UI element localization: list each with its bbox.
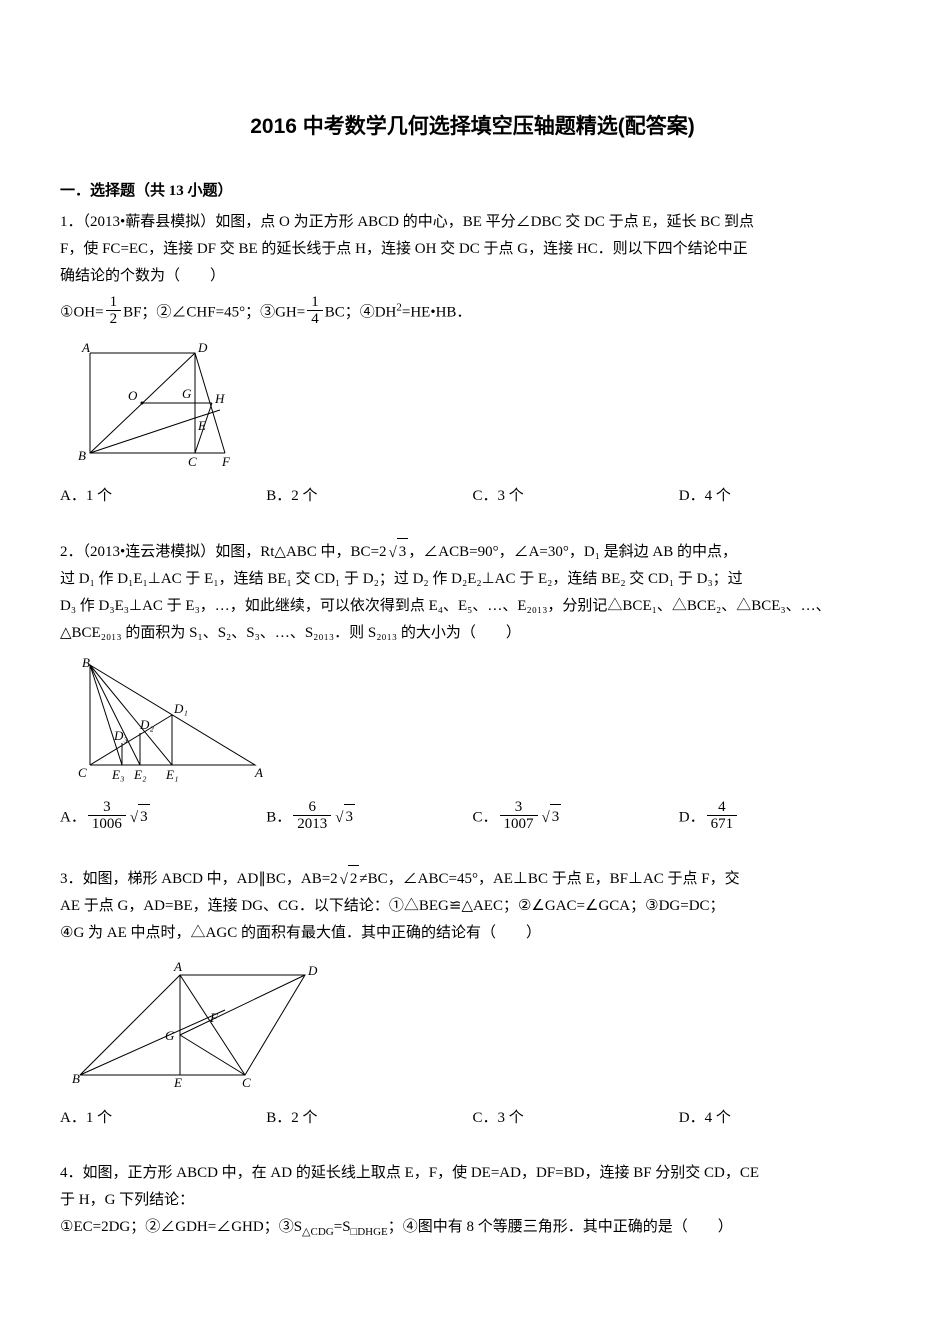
problem-1: 1．（2013•蕲春县模拟）如图，点 O 为正方形 ABCD 的中心，BE 平分… (60, 209, 885, 508)
q1-tail: =HE•HB． (402, 304, 472, 320)
q1-option-B: B．2 个 (266, 484, 472, 508)
q2-line4: △BCE₂₀₁₃ 的面积为 S₁、S₂、S₃、…、S₂₀₁₃．则 S₂₀₁₃ 的… (60, 625, 521, 641)
problem-4: 4．如图，正方形 ABCD 中，在 AD 的延长线上取点 E，F，使 DE=AD… (60, 1160, 885, 1243)
q4-line3tail: ；④图中有 8 个等腰三角形．其中正确的是（ ） (388, 1219, 733, 1235)
q3-fig-label-D: D (307, 963, 318, 978)
q3-fig-label-F: F (209, 1010, 219, 1025)
q3-neq: ≠BC (359, 871, 387, 887)
section-heading: 一．选择题（共 13 小题） (60, 179, 885, 203)
q2-option-B: B．620133 (266, 801, 472, 835)
q3-fig-label-C: C (242, 1075, 251, 1090)
q1-fig-label-G: G (182, 386, 192, 401)
q3-option-A: A．1 个 (60, 1106, 266, 1130)
q2-options: A．310063 B．620133 C．310073 D．4671 (60, 801, 885, 835)
q1-options: A．1 个 B．2 个 C．3 个 D．4 个 (60, 484, 885, 508)
q2-option-C: C．310073 (473, 801, 679, 835)
q3-fig-label-G: G (165, 1028, 175, 1043)
q4-line3a: ①EC=2DG；②∠GDH=∠GHD；③S (60, 1219, 302, 1235)
q2-line2: 过 D₁ 作 D₁E₁⊥AC 于 E₁，连结 BE₁ 交 CD₁ 于 D₂；过 … (60, 571, 743, 587)
q3-options: A．1 个 B．2 个 C．3 个 D．4 个 (60, 1106, 885, 1130)
q3-figure: A B C D E F G (70, 955, 885, 1098)
q2-fig-label-D2: D₂ (139, 717, 154, 732)
q2-fig-label-E2: E₂ (133, 767, 147, 782)
q2-option-D: D．4671 (679, 801, 885, 835)
q1-line3: 确结论的个数为（ ） (60, 268, 225, 284)
q2-fig-label-D1: D₁ (173, 701, 188, 716)
q2-fig-label-D3: D₃ (113, 728, 128, 743)
q1-figure: A D B C O G H E F (70, 338, 885, 476)
q1-suffix: BC；④DH (325, 304, 397, 320)
q3-option-B: B．2 个 (266, 1106, 472, 1130)
q2-figure: B C A D₁ D₂ D₃ E₁ E₂ E₃ (70, 655, 885, 793)
q3-line1a: 3．如图，梯形 ABCD 中，AD∥BC， (60, 871, 301, 887)
q1-option-C: C．3 个 (473, 484, 679, 508)
q4-sub1: △CDG (302, 1226, 334, 1238)
q4-sub2: □DHGE (351, 1226, 388, 1238)
fraction-1-2: 12 (106, 294, 122, 328)
q1-line2: F，使 FC=EC，连接 DF 交 BE 的延长线于点 H，连接 OH 交 DC… (60, 241, 748, 257)
q3-option-C: C．3 个 (473, 1106, 679, 1130)
q1-fig-label-E: E (197, 418, 206, 433)
q3-fig-label-A: A (173, 959, 182, 974)
q3-option-D: D．4 个 (679, 1106, 885, 1130)
q2-fig-label-C: C (78, 765, 87, 780)
q2-line1c: ，∠ACB=90°，∠A=30°，D₁ 是斜边 AB 的中点， (408, 544, 737, 560)
q1-fig-label-A: A (81, 340, 90, 355)
problem-3: 3．如图，梯形 ABCD 中，AD∥BC，AB=22≠BC，∠ABC=45°，A… (60, 865, 885, 1130)
q3-line2: AE 于点 G，AD=BE，连接 DG、CG．以下结论：①△BEG≌△AEC；②… (60, 898, 725, 914)
q1-option-A: A．1 个 (60, 484, 266, 508)
sqrt-3: 3 (387, 538, 409, 566)
q1-fig-label-O: O (128, 388, 138, 403)
q1-fig-label-C: C (188, 454, 197, 468)
q1-fig-label-F: F (221, 454, 231, 468)
q4-line1: 4．如图，正方形 ABCD 中，在 AD 的延长线上取点 E，F，使 DE=AD… (60, 1165, 759, 1181)
q1-statement-prefix: ①OH= (60, 304, 104, 320)
q2-line1a: 2．（2013•连云港模拟）如图，Rt△ABC 中，BC= (60, 544, 379, 560)
q2-fig-label-B: B (82, 655, 90, 670)
q1-option-D: D．4 个 (679, 484, 885, 508)
fraction-1-4: 14 (307, 294, 323, 328)
q4-line2: 于 H，G 下列结论： (60, 1192, 194, 1208)
q1-line1: 1．（2013•蕲春县模拟）如图，点 O 为正方形 ABCD 的中心，BE 平分… (60, 214, 754, 230)
q1-fig-label-B: B (78, 448, 86, 463)
q3-line3: ④G 为 AE 中点时，△AGC 的面积有最大值．其中正确的结论有（ ） (60, 925, 541, 941)
q2-fig-label-E3: E₃ (111, 767, 124, 782)
q2-two: 2 (379, 544, 387, 560)
q3-fig-label-B: B (72, 1071, 80, 1086)
page-title: 2016 中考数学几何选择填空压轴题精选(配答案) (60, 110, 885, 144)
q2-fig-label-E1: E₁ (165, 767, 178, 782)
q2-line3: D₃ 作 D₃E₃⊥AC 于 E₃，…，如此继续，可以依次得到点 E₄、E₅、…… (60, 598, 831, 614)
q1-statement-mid: BF；②∠CHF=45°；③GH= (123, 304, 305, 320)
sqrt-2: 2 (338, 865, 360, 893)
q4-line3mid: =S (334, 1219, 351, 1235)
q3-fig-label-E: E (173, 1075, 182, 1090)
q3-line1b: ，∠ABC=45°，AE⊥BC 于点 E，BF⊥AC 于点 F，交 (388, 871, 740, 887)
q3-ab: AB=2 (301, 871, 338, 887)
problem-2: 2．（2013•连云港模拟）如图，Rt△ABC 中，BC=23，∠ACB=90°… (60, 538, 885, 835)
q1-fig-label-D: D (197, 340, 208, 355)
q2-option-A: A．310063 (60, 801, 266, 835)
q2-fig-label-A: A (254, 765, 263, 780)
q1-fig-label-H: H (214, 391, 225, 406)
